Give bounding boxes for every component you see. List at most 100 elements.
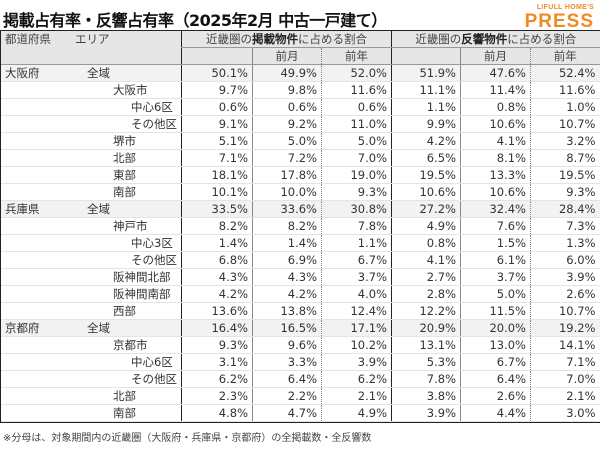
pref-cell [1, 370, 71, 388]
table-row: 北部 2.3% 2.2% 2.1% 3.8% 2.6% 2.1% [1, 387, 600, 405]
pref-cell [1, 166, 71, 184]
table-row: 堺市 5.1% 5.0% 5.0% 4.2% 4.1% 3.2% [1, 132, 600, 150]
response-share-cell: 19.5% [391, 166, 461, 184]
header-blank [71, 47, 182, 65]
listing-prev-month-cell: 9.6% [252, 336, 322, 354]
response-prev-month-cell: 1.5% [460, 234, 531, 252]
response-prev-year-cell: 1.3% [530, 234, 600, 252]
area-cell: その他区 [71, 251, 182, 269]
pref-cell [1, 353, 71, 371]
response-share-cell: 6.5% [391, 149, 461, 167]
response-prev-year-cell: 3.2% [530, 132, 600, 150]
listing-prev-month-cell: 1.4% [252, 234, 322, 252]
listing-share-cell: 4.8% [181, 404, 253, 422]
pref-cell [1, 285, 71, 303]
table-row: 大阪府 全域 50.1% 49.9% 52.0% 51.9% 47.6% 52.4% [1, 64, 600, 82]
listing-prev-month-cell: 2.2% [252, 387, 322, 405]
listing-prev-year-cell: 52.0% [321, 64, 392, 82]
response-share-cell: 11.1% [391, 81, 461, 99]
table-row: 西部 13.6% 13.8% 12.4% 12.2% 11.5% 10.7% [1, 302, 600, 320]
header-listing-suffix: に占める割合 [298, 32, 367, 46]
response-share-cell: 2.8% [391, 285, 461, 303]
listing-prev-year-cell: 9.3% [321, 183, 392, 201]
header-prev-month: 前月 [460, 47, 531, 65]
listing-prev-year-cell: 1.1% [321, 234, 392, 252]
response-share-cell: 3.9% [391, 404, 461, 422]
response-share-cell: 0.8% [391, 234, 461, 252]
table-row: 中心3区 1.4% 1.4% 1.1% 0.8% 1.5% 1.3% [1, 234, 600, 252]
header-blank [1, 47, 71, 65]
response-prev-year-cell: 2.1% [530, 387, 600, 405]
listing-prev-month-cell: 16.5% [252, 319, 322, 337]
response-prev-month-cell: 5.0% [460, 285, 531, 303]
listing-prev-year-cell: 12.4% [321, 302, 392, 320]
area-cell: 中心6区 [71, 353, 182, 371]
listing-prev-year-cell: 11.6% [321, 81, 392, 99]
header-listing-share: 近畿圏の掲載物件に占める割合 [181, 31, 392, 48]
response-prev-year-cell: 10.7% [530, 302, 600, 320]
listing-prev-year-cell: 7.0% [321, 149, 392, 167]
header-response-bold: 反響物件 [461, 32, 508, 46]
pref-cell [1, 302, 71, 320]
table-row: 南部 4.8% 4.7% 4.9% 3.9% 4.4% 3.0% [1, 404, 600, 422]
listing-prev-year-cell: 19.0% [321, 166, 392, 184]
pref-cell [1, 115, 71, 133]
listing-prev-year-cell: 10.2% [321, 336, 392, 354]
response-prev-month-cell: 11.4% [460, 81, 531, 99]
header-pref: 都道府県 [1, 31, 71, 48]
listing-share-cell: 9.1% [181, 115, 253, 133]
listing-share-cell: 18.1% [181, 166, 253, 184]
area-cell: 堺市 [71, 132, 182, 150]
area-cell: 全域 [71, 64, 182, 82]
area-cell: その他区 [71, 115, 182, 133]
response-prev-month-cell: 47.6% [460, 64, 531, 82]
listing-share-cell: 5.1% [181, 132, 253, 150]
table-row: 北部 7.1% 7.2% 7.0% 6.5% 8.1% 8.7% [1, 149, 600, 167]
header-prev-month: 前月 [252, 47, 322, 65]
response-prev-year-cell: 52.4% [530, 64, 600, 82]
response-prev-year-cell: 1.0% [530, 98, 600, 116]
response-share-cell: 4.1% [391, 251, 461, 269]
response-share-cell: 27.2% [391, 200, 461, 218]
area-cell: 北部 [71, 387, 182, 405]
area-cell: 西部 [71, 302, 182, 320]
response-share-cell: 3.8% [391, 387, 461, 405]
listing-prev-year-cell: 3.9% [321, 353, 392, 371]
listing-prev-year-cell: 5.0% [321, 132, 392, 150]
pref-cell [1, 132, 71, 150]
response-prev-year-cell: 10.7% [530, 115, 600, 133]
listing-share-cell: 33.5% [181, 200, 253, 218]
area-cell: 阪神間北部 [71, 268, 182, 286]
listing-share-cell: 4.2% [181, 285, 253, 303]
area-cell: 全域 [71, 200, 182, 218]
listing-prev-month-cell: 0.6% [252, 98, 322, 116]
response-prev-year-cell: 3.9% [530, 268, 600, 286]
response-share-cell: 13.1% [391, 336, 461, 354]
header-response-suffix: に占める割合 [507, 32, 577, 46]
area-cell: 南部 [71, 404, 182, 422]
listing-prev-year-cell: 2.1% [321, 387, 392, 405]
response-prev-month-cell: 6.7% [460, 353, 531, 371]
page-title: 掲載占有率・反響占有率（2025年2月 中古一戸建て） [3, 11, 387, 30]
listing-prev-month-cell: 9.8% [252, 81, 322, 99]
area-cell: 京都市 [71, 336, 182, 354]
pref-cell [1, 81, 71, 99]
listing-prev-year-cell: 7.8% [321, 217, 392, 235]
area-cell: 南部 [71, 183, 182, 201]
table-row: 阪神間南部 4.2% 4.2% 4.0% 2.8% 5.0% 2.6% [1, 285, 600, 303]
listing-share-cell: 10.1% [181, 183, 253, 201]
pref-cell [1, 336, 71, 354]
listing-prev-year-cell: 17.1% [321, 319, 392, 337]
header-response-share: 近畿圏の反響物件に占める割合 [391, 31, 600, 48]
response-prev-year-cell: 19.5% [530, 166, 600, 184]
response-prev-month-cell: 4.1% [460, 132, 531, 150]
response-share-cell: 9.9% [391, 115, 461, 133]
response-prev-month-cell: 2.6% [460, 387, 531, 405]
listing-prev-month-cell: 8.2% [252, 217, 322, 235]
area-cell: 全域 [71, 319, 182, 337]
response-prev-month-cell: 8.1% [460, 149, 531, 167]
table-row: 京都市 9.3% 9.6% 10.2% 13.1% 13.0% 14.1% [1, 336, 600, 354]
listing-prev-year-cell: 6.2% [321, 370, 392, 388]
table-row: 南部 10.1% 10.0% 9.3% 10.6% 10.6% 9.3% [1, 183, 600, 201]
response-share-cell: 2.7% [391, 268, 461, 286]
